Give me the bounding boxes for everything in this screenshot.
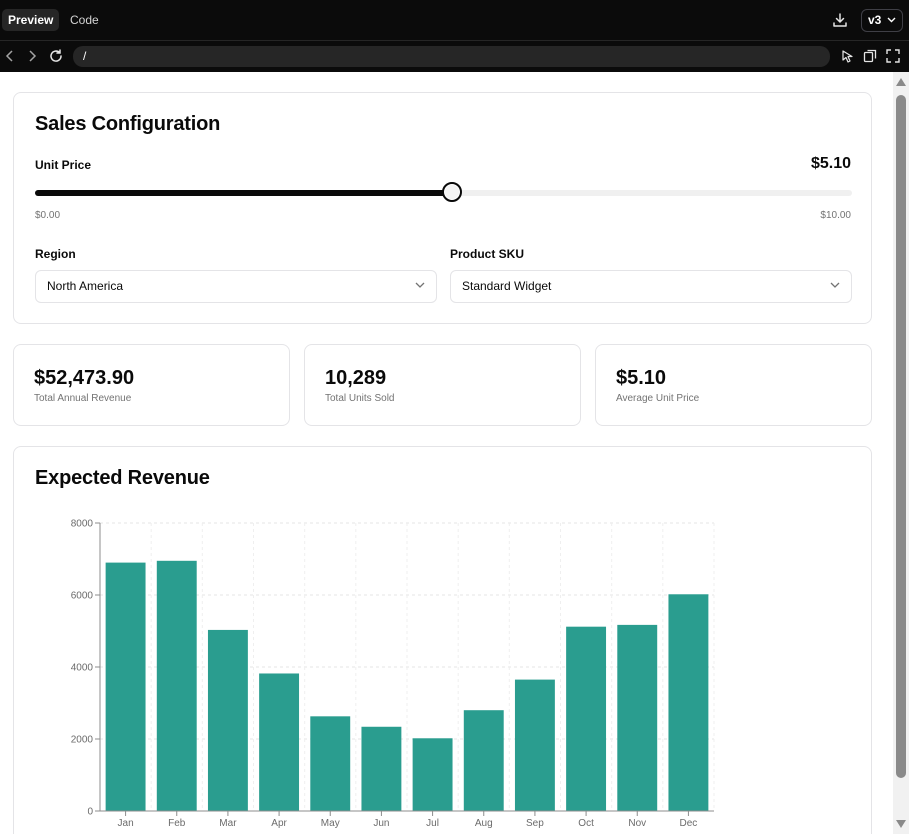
- x-tick-label: Jan: [118, 818, 134, 829]
- stat-card-units-sold: 10,289 Total Units Sold: [304, 344, 581, 426]
- scroll-down-arrow-icon[interactable]: [896, 820, 906, 828]
- scroll-up-arrow-icon[interactable]: [896, 78, 906, 86]
- x-tick-label: Apr: [271, 818, 287, 829]
- x-tick-label: Oct: [578, 818, 594, 829]
- region-value: North America: [47, 279, 124, 293]
- browser-navbar: /: [0, 41, 909, 72]
- bar-dec: [668, 594, 709, 811]
- x-tick-label: Dec: [680, 818, 698, 829]
- tab-preview[interactable]: Preview: [2, 9, 60, 31]
- stat-value: $52,473.90: [34, 367, 135, 389]
- slider-fill: [35, 190, 452, 196]
- bar-feb: [156, 560, 197, 811]
- chevron-down-icon: [415, 282, 425, 288]
- x-tick-label: Jun: [373, 818, 389, 829]
- bar-apr: [259, 673, 300, 811]
- x-tick-label: Sep: [526, 818, 544, 829]
- bar-may: [310, 716, 351, 811]
- browser-topbar: Preview Code v3: [0, 0, 909, 41]
- unit-price-slider[interactable]: [35, 182, 852, 202]
- download-icon[interactable]: [831, 11, 849, 29]
- y-tick-label: 4000: [71, 663, 94, 674]
- page-viewport: Sales Configuration Unit Price $5.10 $0.…: [0, 72, 893, 834]
- bar-nov: [617, 624, 658, 811]
- product-sku-label: Product SKU: [450, 247, 525, 261]
- x-tick-label: Mar: [219, 818, 237, 829]
- y-tick-label: 2000: [71, 735, 94, 746]
- region-label: Region: [35, 247, 76, 261]
- unit-price-label: Unit Price: [35, 158, 92, 172]
- product-sku-value: Standard Widget: [462, 279, 552, 293]
- bar-sep: [514, 679, 555, 811]
- chevron-down-icon: [830, 282, 840, 288]
- bar-jan: [105, 562, 146, 811]
- stat-label: Average Unit Price: [616, 393, 700, 404]
- region-select[interactable]: North America: [35, 270, 437, 303]
- bar-mar: [207, 629, 248, 811]
- x-tick-label: Aug: [475, 818, 493, 829]
- stat-value: $5.10: [616, 367, 667, 389]
- y-tick-label: 8000: [71, 519, 94, 530]
- stat-label: Total Units Sold: [325, 393, 395, 404]
- scrollbar-thumb[interactable]: [896, 95, 906, 778]
- url-bar[interactable]: /: [73, 46, 830, 67]
- bar-aug: [463, 710, 504, 811]
- forward-icon[interactable]: [24, 48, 40, 64]
- y-tick-label: 0: [87, 807, 93, 818]
- tab-code[interactable]: Code: [70, 13, 99, 27]
- stat-label: Total Annual Revenue: [34, 393, 132, 404]
- config-title: Sales Configuration: [35, 113, 221, 135]
- bar-oct: [566, 626, 607, 811]
- version-select[interactable]: v3: [861, 9, 903, 32]
- bar-jun: [361, 726, 402, 811]
- refresh-icon[interactable]: [48, 48, 64, 64]
- unit-price-value: $5.10: [810, 155, 851, 172]
- chart-title: Expected Revenue: [35, 467, 210, 489]
- slider-min-label: $0.00: [35, 210, 61, 221]
- bar-jul: [412, 738, 453, 811]
- x-tick-label: May: [321, 818, 340, 829]
- expected-revenue-card: Expected Revenue 0 2000 4000 6000 8000 Jan Feb…: [13, 446, 872, 834]
- fullscreen-icon[interactable]: [885, 48, 901, 64]
- new-window-icon[interactable]: [862, 48, 878, 64]
- y-tick-label: 6000: [71, 591, 94, 602]
- x-tick-label: Feb: [168, 818, 186, 829]
- back-icon[interactable]: [2, 48, 18, 64]
- sales-configuration-card: Sales Configuration Unit Price $5.10 $0.…: [13, 92, 872, 324]
- stat-card-total-revenue: $52,473.90 Total Annual Revenue: [13, 344, 290, 426]
- x-tick-label: Nov: [628, 818, 646, 829]
- stat-card-average-price: $5.10 Average Unit Price: [595, 344, 872, 426]
- select-element-icon[interactable]: [840, 48, 856, 64]
- product-sku-select[interactable]: Standard Widget: [450, 270, 852, 303]
- revenue-bar-chart: 0 2000 4000 6000 8000 Jan Feb Mar Apr May Jun Jul Au…: [71, 519, 715, 829]
- slider-thumb[interactable]: [441, 182, 462, 202]
- version-label: v3: [868, 13, 882, 27]
- chevron-down-icon: [887, 17, 896, 23]
- slider-max-label: $10.00: [820, 210, 851, 221]
- x-tick-label: Jul: [426, 818, 439, 829]
- stat-value: 10,289: [325, 367, 387, 389]
